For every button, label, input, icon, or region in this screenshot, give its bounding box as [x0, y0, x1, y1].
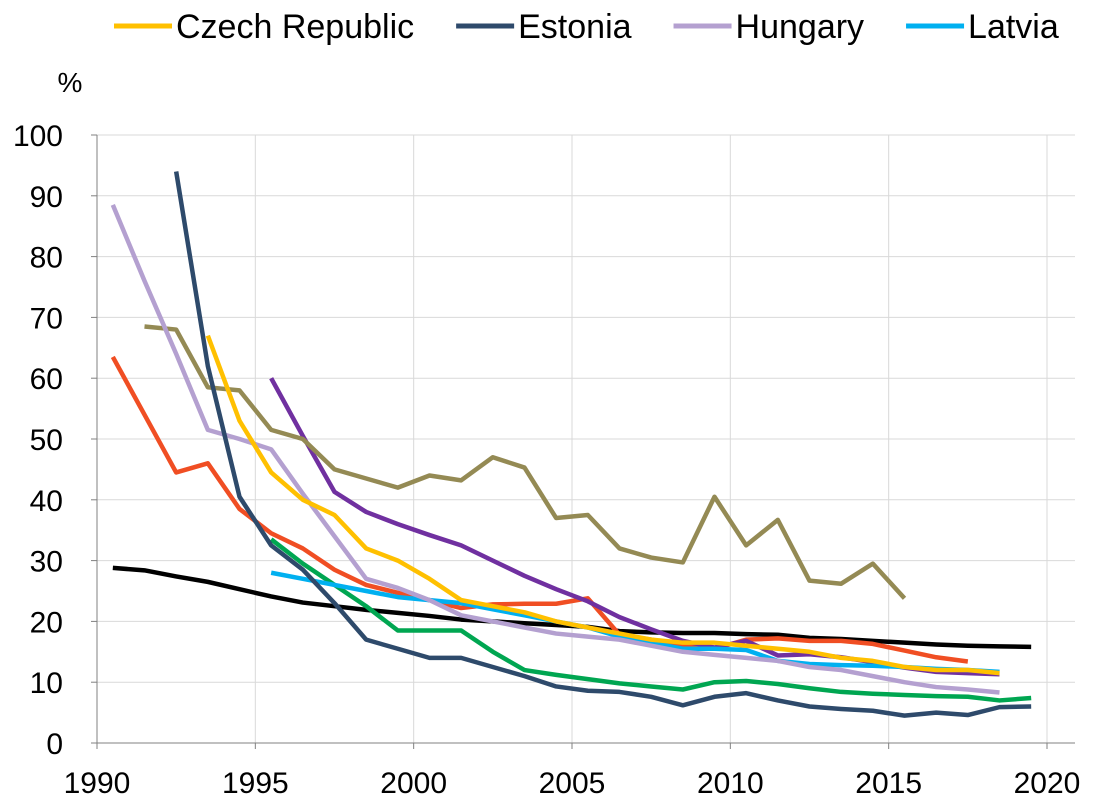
x-tick-label: 2010 [697, 767, 764, 800]
y-tick-label: 40 [30, 485, 63, 518]
y-tick-label: 10 [30, 667, 63, 700]
legend-label: Czech Republic [176, 8, 414, 46]
y-axis-label: % [58, 67, 83, 98]
legend-label: Latvia [968, 8, 1059, 46]
y-tick-label: 70 [30, 302, 63, 335]
series-line [173, 171, 1032, 718]
x-tick-label: 1995 [222, 767, 289, 800]
y-tick-label: 60 [30, 363, 63, 396]
legend-label: Hungary [736, 8, 865, 46]
series-line [269, 537, 1032, 703]
series-line [205, 334, 1000, 676]
y-tick-label: 100 [13, 120, 63, 153]
x-tick-label: 2020 [1014, 767, 1081, 800]
y-tick-label: 80 [30, 242, 63, 275]
y-tick-label: 20 [30, 606, 63, 639]
x-tick-label: 2015 [855, 767, 922, 800]
y-tick-label: 30 [30, 546, 63, 579]
series-line [144, 324, 907, 600]
x-tick-label: 2000 [380, 767, 447, 800]
x-tick-label: 1990 [64, 767, 131, 800]
y-tick-label: 0 [46, 728, 63, 761]
y-tick-label: 50 [30, 424, 63, 457]
series-line [110, 204, 1000, 695]
x-tick-label: 2005 [539, 767, 606, 800]
series-line [270, 570, 1000, 675]
legend-label: Estonia [518, 8, 631, 46]
y-tick-label: 90 [30, 181, 63, 214]
